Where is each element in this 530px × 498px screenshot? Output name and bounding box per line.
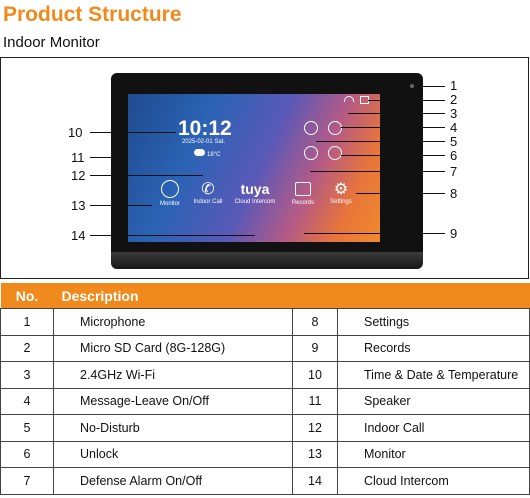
app-settings[interactable]: ⚙ Settings: [326, 180, 356, 205]
callout-2: 2: [450, 92, 458, 107]
table-row: 7 Defense Alarm On/Off 14 Cloud Intercom: [0, 467, 530, 495]
leader-3: [348, 113, 445, 114]
header-no: No.: [0, 283, 54, 309]
row-desc: Message-Leave On/Off: [53, 387, 293, 415]
row-desc: Micro SD Card (8G-128G): [53, 334, 293, 362]
callout-8: 8: [450, 186, 458, 201]
callout-5: 5: [450, 134, 458, 149]
row-desc: Defense Alarm On/Off: [53, 467, 293, 495]
table-row: 3 2.4GHz Wi-Fi 10 Time & Date & Temperat…: [0, 361, 530, 389]
gear-icon: ⚙: [333, 181, 349, 198]
leader-8: [356, 193, 445, 194]
description-table: No. Description 1 Microphone 8 Settings …: [0, 283, 530, 495]
row-desc: Records: [337, 334, 530, 362]
leader-9: [304, 233, 445, 234]
row-desc: Indoor Call: [337, 414, 530, 442]
row-no: 6: [0, 440, 54, 468]
row-desc: Microphone: [53, 308, 293, 336]
row-no: 8: [292, 308, 338, 336]
table-header-row: No. Description: [0, 283, 530, 309]
app-indoor-call-label: Indoor Call: [193, 199, 223, 205]
app-records[interactable]: Records: [288, 180, 318, 206]
row-no: 12: [292, 414, 338, 442]
row-no: 10: [292, 361, 338, 389]
row-no: 1: [0, 308, 54, 336]
leader-13: [90, 205, 152, 206]
app-cloud-intercom-label: Cloud Intercom: [234, 199, 276, 205]
leader-1: [415, 86, 445, 87]
defense-alarm-icon[interactable]: [304, 146, 318, 160]
row-no: 4: [0, 387, 54, 415]
row-desc: Monitor: [337, 440, 530, 468]
row-desc: Settings: [337, 308, 530, 336]
leader-14: [90, 235, 255, 236]
callout-9: 9: [450, 226, 458, 241]
screen-date: 2025-02-01 Sat.: [182, 139, 226, 145]
app-monitor[interactable]: Monitor: [152, 180, 188, 207]
row-desc: Time & Date & Temperature: [337, 361, 530, 389]
message-leave-icon[interactable]: [328, 121, 342, 135]
leader-12: [90, 175, 203, 176]
tuya-logo: tuya: [240, 181, 270, 197]
phone-icon: ✆: [201, 181, 215, 198]
leader-10: [90, 132, 176, 133]
table-row: 2 Micro SD Card (8G-128G) 9 Records: [0, 334, 530, 362]
row-no: 14: [292, 467, 338, 495]
table-row: 4 Message-Leave On/Off 11 Speaker: [0, 387, 530, 415]
header-description: Description: [53, 283, 530, 309]
callout-14: 14: [71, 228, 86, 243]
callout-6: 6: [450, 148, 458, 163]
leader-7: [310, 171, 445, 172]
leader-4: [341, 127, 445, 128]
callout-13: 13: [71, 198, 86, 213]
app-records-label: Records: [291, 200, 315, 206]
leader-11: [90, 157, 112, 158]
row-no: 2: [0, 334, 54, 362]
page-subtitle: Indoor Monitor: [3, 34, 100, 51]
leader-5: [316, 141, 445, 142]
row-no: 9: [292, 334, 338, 362]
callout-1: 1: [450, 78, 458, 93]
callout-10: 10: [68, 125, 83, 140]
unlock-icon[interactable]: [328, 146, 342, 160]
page-title: Product Structure: [3, 3, 182, 26]
callout-3: 3: [450, 106, 458, 121]
callout-7: 7: [450, 164, 458, 179]
leader-2: [368, 100, 445, 101]
device-screen: [128, 94, 380, 242]
app-indoor-call[interactable]: ✆ Indoor Call: [188, 180, 228, 205]
leader-6: [341, 155, 445, 156]
no-disturb-icon[interactable]: [304, 121, 318, 135]
table-row: 1 Microphone 8 Settings: [0, 308, 530, 336]
app-monitor-label: Monitor: [159, 201, 180, 207]
row-desc: No-Disturb: [53, 414, 293, 442]
table-row: 5 No-Disturb 12 Indoor Call: [0, 414, 530, 442]
row-no: 11: [292, 387, 338, 415]
app-settings-label: Settings: [330, 199, 352, 205]
row-no: 5: [0, 414, 54, 442]
callout-12: 12: [71, 168, 86, 183]
app-cloud-intercom[interactable]: tuya Cloud Intercom: [228, 180, 282, 205]
row-desc: Cloud Intercom: [337, 467, 530, 495]
wifi-icon: [344, 96, 354, 102]
screen-temperature: 18°C: [207, 152, 221, 158]
table-row: 6 Unlock 13 Monitor: [0, 440, 530, 468]
microphone-dot: [410, 84, 414, 88]
row-no: 13: [292, 440, 338, 468]
row-desc: 2.4GHz Wi-Fi: [53, 361, 293, 389]
camera-icon: [161, 180, 179, 198]
records-icon: [295, 182, 311, 196]
row-desc: Unlock: [53, 440, 293, 468]
callout-4: 4: [450, 120, 458, 135]
device-speaker-bar: [111, 252, 423, 269]
row-no: 7: [0, 467, 54, 495]
row-no: 3: [0, 361, 54, 389]
screen-time: 10:12: [178, 117, 232, 140]
weather-icon: [194, 149, 205, 156]
row-desc: Speaker: [337, 387, 530, 415]
callout-11: 11: [71, 150, 85, 165]
